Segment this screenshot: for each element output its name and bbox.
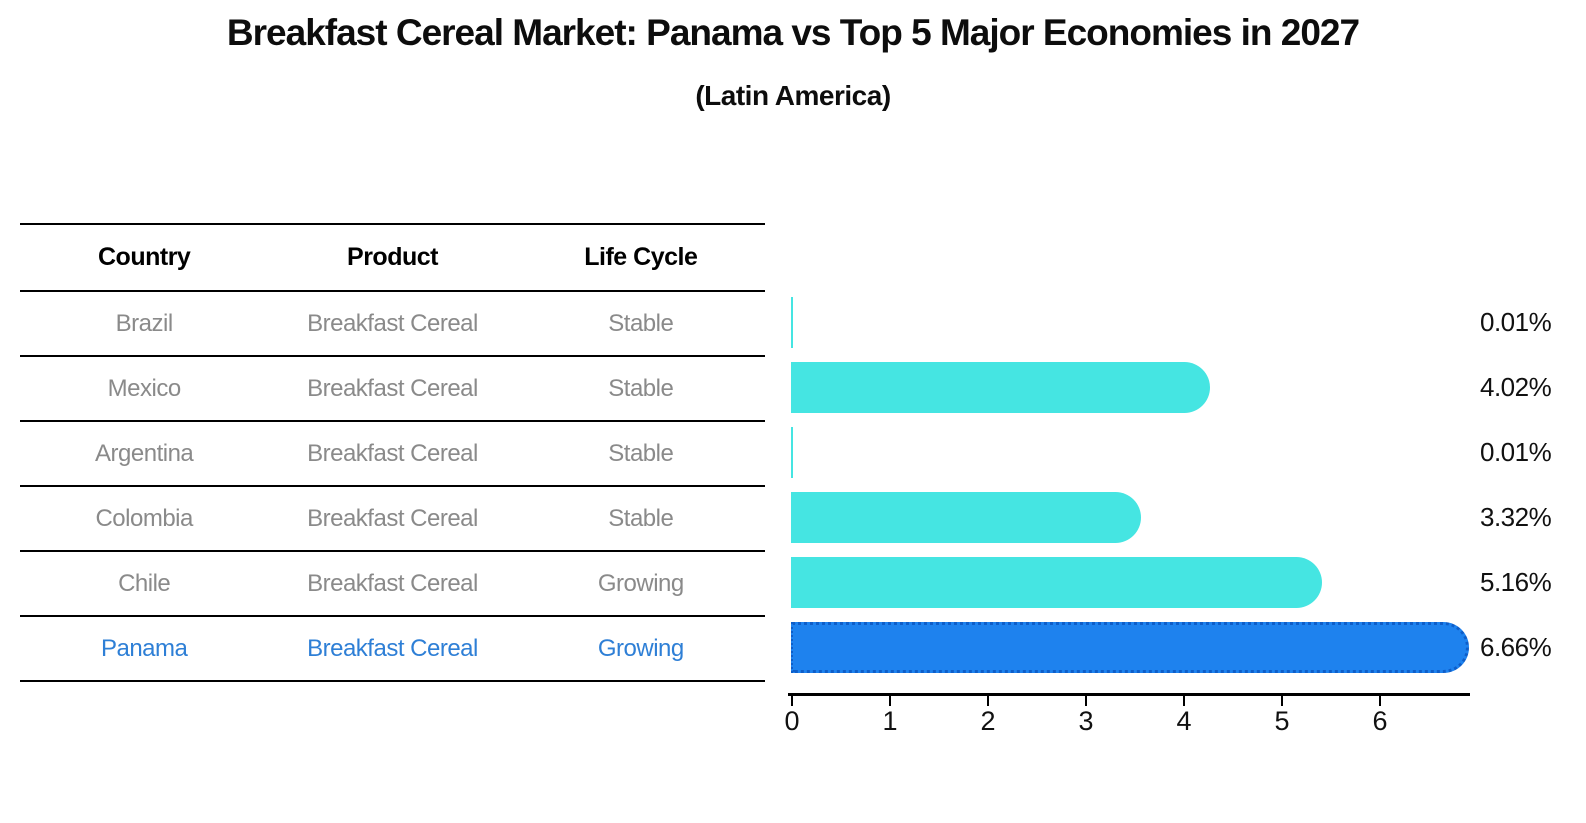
cell-life-cycle: Stable xyxy=(608,439,674,467)
table-body: Brazil Breakfast Cereal Stable Mexico Breakf… xyxy=(20,292,765,682)
bar-argentina xyxy=(791,427,793,478)
bar-chile xyxy=(791,557,1322,608)
cell-life-cycle: Growing xyxy=(597,634,684,662)
value-label-colombia: 3.32% xyxy=(1480,502,1552,532)
table-row-panama: Panama Breakfast Cereal Growing xyxy=(20,617,765,682)
cell-country: Colombia xyxy=(95,504,193,532)
table-header-row: Country Product Life Cycle xyxy=(20,225,765,292)
cell-country: Argentina xyxy=(95,439,194,467)
table-row-colombia: Colombia Breakfast Cereal Stable xyxy=(20,487,765,552)
cell-country: Panama xyxy=(100,634,188,662)
x-tick-label-5: 5 xyxy=(1274,706,1290,736)
x-tick-label-6: 6 xyxy=(1372,706,1388,736)
x-tick-label-4: 4 xyxy=(1176,706,1192,736)
value-label-panama: 6.66% xyxy=(1480,632,1552,662)
cell-country: Chile xyxy=(118,569,171,597)
x-tick-1 xyxy=(889,696,891,706)
cell-product: Breakfast Cereal xyxy=(307,439,478,467)
value-label-brazil: 0.01% xyxy=(1480,307,1552,337)
table-row-chile: Chile Breakfast Cereal Growing xyxy=(20,552,765,617)
column-header-product: Product xyxy=(347,243,438,271)
bar-colombia xyxy=(791,492,1142,543)
chart-title: Breakfast Cereal Market: Panama vs Top 5… xyxy=(226,12,1360,53)
cell-life-cycle: Stable xyxy=(608,504,674,532)
value-label-chile: 5.16% xyxy=(1480,567,1552,597)
country-table: Country Product Life Cycle Brazil Breakfa… xyxy=(20,223,765,682)
cell-life-cycle: Stable xyxy=(608,374,674,402)
cell-product: Breakfast Cereal xyxy=(307,374,478,402)
value-label-argentina: 0.01% xyxy=(1480,437,1552,467)
cell-life-cycle: Stable xyxy=(608,309,674,337)
cell-product: Breakfast Cereal xyxy=(307,634,478,662)
bar-mexico xyxy=(791,362,1210,413)
x-tick-label-0: 0 xyxy=(784,706,800,736)
x-tick-2 xyxy=(987,696,989,706)
x-tick-5 xyxy=(1281,696,1283,706)
x-tick-label-2: 2 xyxy=(980,706,996,736)
table-row-mexico: Mexico Breakfast Cereal Stable xyxy=(20,357,765,422)
table-row-argentina: Argentina Breakfast Cereal Stable xyxy=(20,422,765,487)
x-tick-6 xyxy=(1379,696,1381,706)
table-row-brazil: Brazil Breakfast Cereal Stable xyxy=(20,292,765,357)
chart-subtitle: (Latin America) xyxy=(695,80,891,111)
bar-brazil xyxy=(791,297,793,348)
value-label-mexico: 4.02% xyxy=(1480,372,1552,402)
bar-panama xyxy=(791,622,1469,673)
column-header-life-cycle: Life Cycle xyxy=(584,243,698,271)
cell-product: Breakfast Cereal xyxy=(307,504,478,532)
x-tick-0 xyxy=(791,696,793,706)
cell-country: Brazil xyxy=(115,309,174,337)
cell-product: Breakfast Cereal xyxy=(307,569,478,597)
x-tick-3 xyxy=(1085,696,1087,706)
x-tick-label-3: 3 xyxy=(1078,706,1094,736)
x-tick-4 xyxy=(1183,696,1185,706)
cell-life-cycle: Growing xyxy=(597,569,684,597)
column-header-country: Country xyxy=(98,243,191,271)
cell-country: Mexico xyxy=(107,374,182,402)
x-tick-label-1: 1 xyxy=(882,706,898,736)
cell-product: Breakfast Cereal xyxy=(307,309,478,337)
x-axis-line xyxy=(788,693,1470,696)
